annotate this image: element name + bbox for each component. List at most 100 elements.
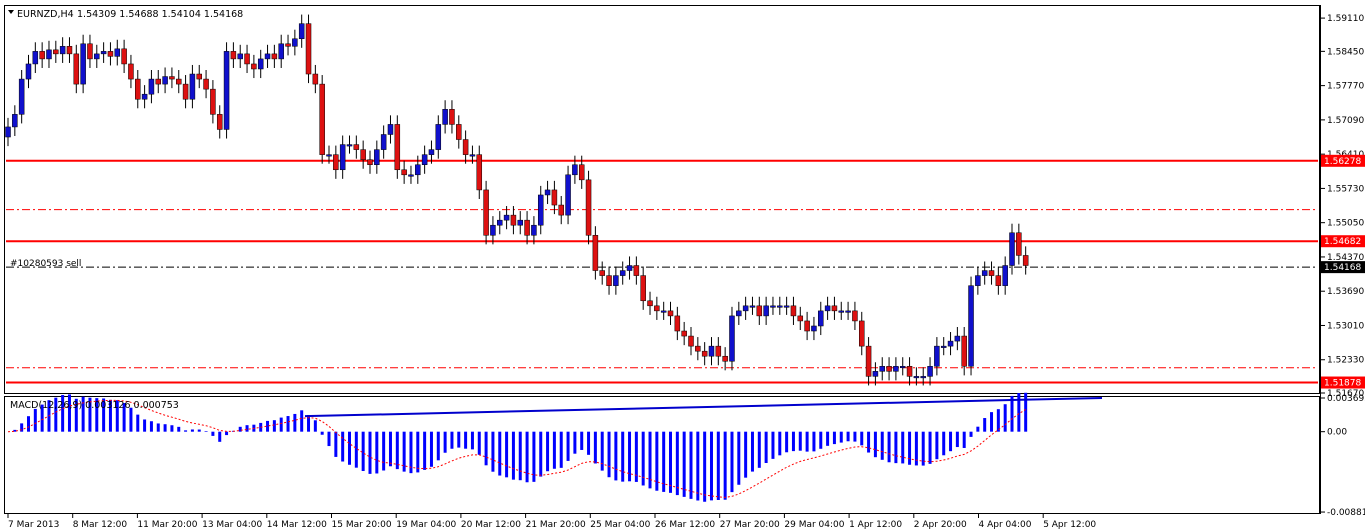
candle-body [456,124,462,140]
candle-body [742,305,749,312]
candle-body [524,219,530,236]
candle-body [462,139,469,155]
candle-body [715,345,722,357]
candle-body [114,48,121,57]
candle-body [1022,255,1029,266]
candle-body [312,73,319,85]
price-level-tag-label: 1.51878 [1324,379,1361,389]
candle-body [319,83,325,155]
macd-signal-line [7,399,1026,498]
candle-body [94,53,100,60]
candle-body [169,76,175,80]
candle-body [196,73,202,80]
candle-body [326,154,332,157]
price-level-tag-label: 1.56278 [1324,157,1361,167]
candle-body [66,46,73,55]
candle-body [777,305,783,308]
candle-body [558,204,564,216]
candle-body [182,83,189,100]
candle-body [852,310,858,322]
candle-body [981,270,988,276]
price-level-tag-label: 1.54682 [1324,237,1361,247]
candle-body [367,159,373,165]
price-level-tag [1321,235,1365,248]
candle-body [845,310,851,313]
candle-body [305,23,312,75]
candle-body [278,43,284,60]
candle-body [333,154,339,171]
candle-body [490,224,496,236]
candle-body [476,154,483,191]
candle-body [12,114,18,128]
candle-body [203,78,209,90]
candle-body [135,78,141,100]
candle-body [763,305,769,317]
candle-body [934,345,940,367]
macd-panel-frame [4,396,1320,514]
candle-body [59,46,66,55]
candle-body [107,51,114,57]
candle-body [353,144,360,150]
time-tick-label: 2 Apr 20:00 [914,520,967,530]
candle-body [469,154,476,157]
candle-body [756,305,763,317]
candle-body [831,305,838,312]
price-tick-label: 1.59110 [1327,14,1364,24]
time-tick-label: 19 Mar 04:00 [396,520,456,530]
candle-body [804,320,810,332]
price-panel-frame [4,5,1320,394]
candle-body [811,325,817,332]
candle-body [1009,232,1015,266]
macd-histogram [7,392,1103,502]
dropdown-triangle-icon[interactable] [8,10,14,14]
price-tick-label: 1.54370 [1327,253,1364,263]
time-tick-label: 7 Mar 2013 [8,520,59,530]
price-tick-label: 1.55050 [1327,219,1364,229]
price-levels [6,159,1318,384]
candle-body [497,219,503,226]
candle-body [879,366,885,372]
candle-body [285,43,291,47]
candle-body [73,53,80,85]
price-level-tag [1321,154,1365,167]
candle-body [39,51,45,60]
candle-body [770,305,776,308]
candle-body [237,53,243,60]
candle-body [298,23,305,40]
candle-body [210,88,216,115]
candle-body [927,366,933,377]
time-tick-label: 25 Mar 04:00 [590,520,650,530]
time-tick-label: 13 Mar 04:00 [202,520,262,530]
candle-body [87,43,93,60]
candle-body [859,320,865,347]
candle-body [695,345,701,352]
candle-body [688,335,694,347]
candle-body [954,335,961,342]
time-tick-label: 20 Mar 12:00 [461,520,521,530]
candle-body [483,189,489,236]
candle-body [613,275,619,286]
candle-body [264,53,271,60]
price-tick-label: 1.57770 [1327,82,1364,92]
time-tick-label: 21 Mar 20:00 [526,520,586,530]
candle-body [510,214,517,226]
candle-body [736,310,742,317]
candle-body [592,235,599,271]
candle-body [18,78,25,115]
candle-body [155,78,162,85]
candle-body [421,154,428,165]
candle-body [674,315,681,332]
candle-body [585,179,592,236]
candle-body [5,126,11,138]
time-tick-label: 11 Mar 20:00 [137,520,197,530]
candle-body [251,63,257,70]
candle-body [25,63,32,80]
time-tick-label: 27 Mar 20:00 [720,520,780,530]
candle-body [701,350,708,357]
candle-body [1016,232,1022,256]
time-tick-label: 8 Mar 12:00 [73,520,128,530]
candle-body [544,189,551,196]
candle-body [654,305,660,312]
candle-body [415,164,421,176]
candle-body [100,51,107,55]
